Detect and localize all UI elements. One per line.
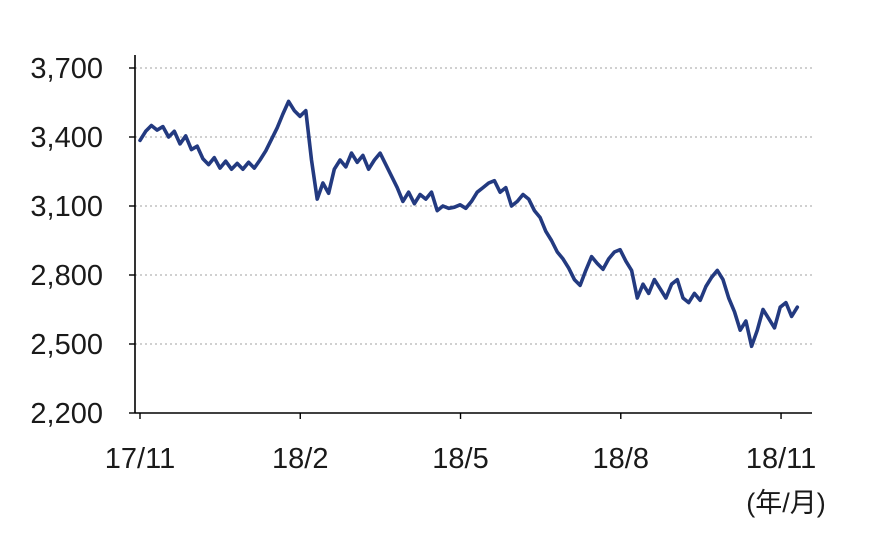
x-axis-tick-label: 17/11	[105, 443, 175, 475]
price-series-polyline	[138, 99, 800, 349]
x-axis-tick-label: 18/5	[432, 443, 488, 475]
y-axis-tick-label: 2,200	[30, 398, 103, 430]
y-axis-tick-label: 2,800	[30, 260, 103, 292]
x-axis-tick-label: 18/11	[746, 443, 816, 475]
y-axis-tick-label: 3,100	[30, 191, 103, 223]
y-tick-labels: 2,200 2,500 2,800 3,100 3,400 3,700	[30, 53, 103, 430]
x-axis-tick-label: 18/2	[272, 443, 328, 475]
x-axis-tick-label: 18/8	[593, 443, 649, 475]
y-axis-tick-label: 2,500	[30, 329, 103, 361]
x-axis-unit-label: (年/月)	[746, 488, 825, 518]
series-line	[138, 99, 800, 349]
axes	[129, 55, 812, 419]
gridlines	[135, 67, 812, 345]
y-axis-tick-label: 3,700	[30, 53, 103, 85]
y-axis-tick-label: 3,400	[30, 122, 103, 154]
x-tick-labels: 17/11 18/2 18/5 18/8 18/11	[105, 443, 816, 475]
